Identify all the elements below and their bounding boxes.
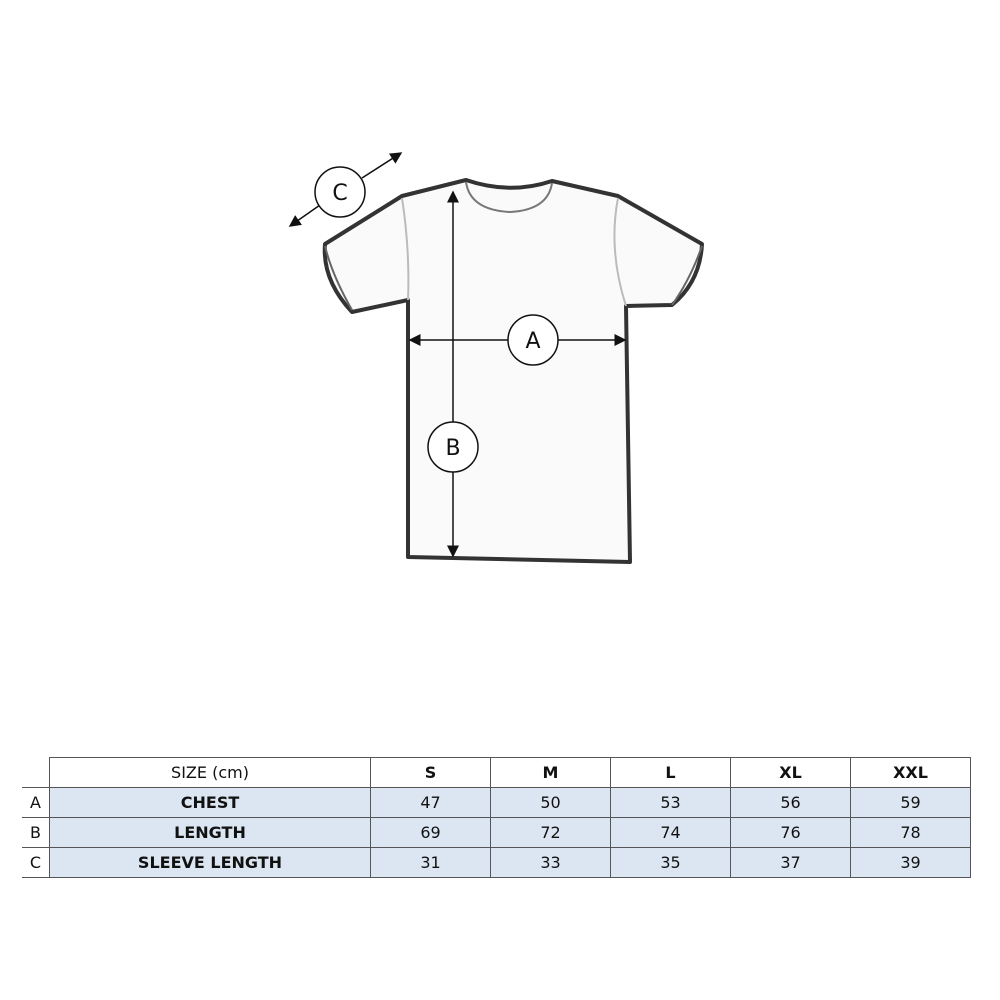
svg-text:A: A <box>525 329 540 354</box>
header-size: L <box>610 757 731 788</box>
arrow-c <box>288 204 321 227</box>
header-size: XL <box>730 757 851 788</box>
header-size: M <box>490 757 611 788</box>
table-row: A CHEST 47 50 53 56 59 <box>22 787 971 818</box>
table-row: C SLEEVE LENGTH 31 33 35 37 39 <box>22 847 971 878</box>
svg-text:C: C <box>332 181 347 206</box>
tshirt-diagram: A B C <box>288 152 704 564</box>
label-b: B <box>427 421 479 473</box>
header-label: SIZE (cm) <box>49 757 371 788</box>
svg-text:B: B <box>445 436 460 461</box>
header-size: S <box>370 757 491 788</box>
table-row: B LENGTH 69 72 74 76 78 <box>22 817 971 848</box>
label-c: C <box>314 166 366 218</box>
size-table: SIZE (cm) S M L XL XXL A CHEST 47 50 53 … <box>22 757 971 878</box>
header-size: XXL <box>850 757 971 788</box>
table-header: SIZE (cm) S M L XL XXL <box>22 757 971 788</box>
tshirt-outline <box>322 178 704 564</box>
label-a: A <box>507 314 559 366</box>
